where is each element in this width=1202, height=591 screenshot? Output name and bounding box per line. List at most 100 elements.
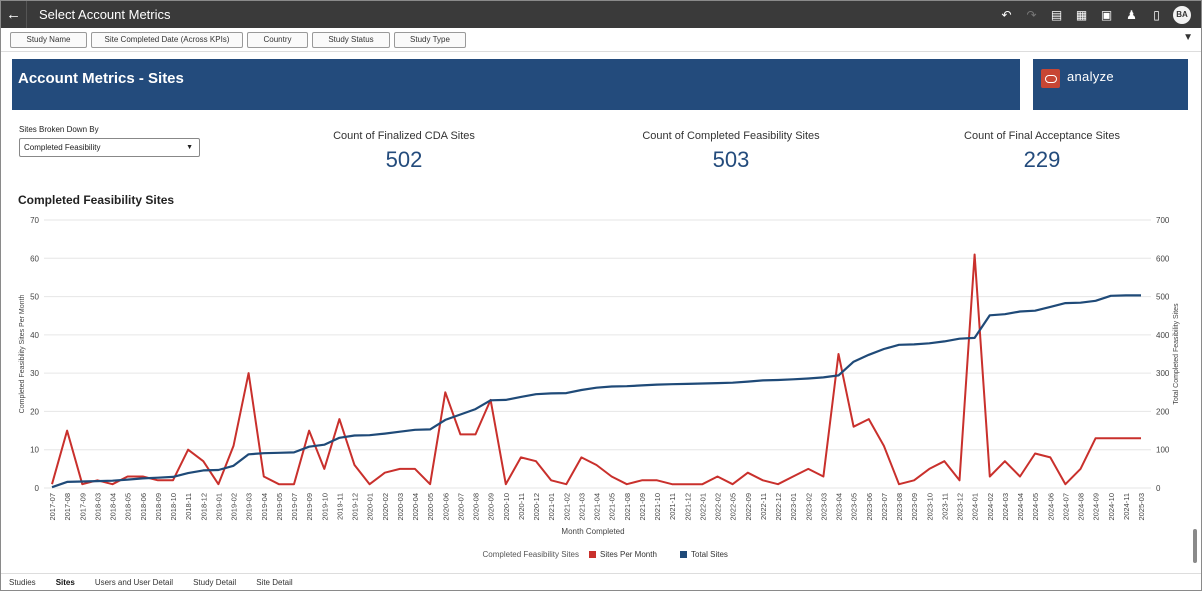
- filter-study-name[interactable]: Study Name: [10, 31, 87, 48]
- y2-tick-label: 200: [1156, 407, 1170, 416]
- x-tick-label: 2024-08: [1077, 493, 1086, 521]
- tab-sites[interactable]: Sites: [55, 578, 75, 587]
- x-tick-label: 2020-07: [456, 493, 465, 521]
- share-user-icon[interactable]: ♟: [1126, 7, 1137, 22]
- tab-users-and-user-detail[interactable]: Users and User Detail: [94, 578, 174, 587]
- x-tick-label: 2019-11: [335, 493, 344, 520]
- x-tick-label: 2017-07: [48, 493, 57, 521]
- x-tick-label: 2023-05: [850, 493, 859, 521]
- bookmark-icon[interactable]: ▯: [1153, 7, 1160, 22]
- x-tick-label: 2024-06: [1046, 493, 1055, 521]
- x-tick-label: 2025-03: [1137, 493, 1146, 521]
- kpi-finalized-cda: Count of Finalized CDA Sites 502: [304, 130, 504, 173]
- chart-title: Completed Feasibility Sites: [18, 193, 175, 207]
- x-tick-label: 2023-08: [895, 493, 904, 521]
- x-tick-label: 2023-04: [835, 493, 844, 521]
- x-tick-label: 2018-04: [109, 493, 118, 521]
- y-tick-label: 20: [30, 407, 39, 416]
- x-tick-label: 2022-09: [744, 493, 753, 521]
- comment-icon[interactable]: ▦: [1075, 7, 1088, 22]
- x-tick-label: 2018-05: [124, 493, 133, 521]
- x-tick-label: 2018-09: [154, 493, 163, 521]
- x-tick-label: 2020-09: [487, 493, 496, 521]
- x-tick-label: 2019-03: [245, 493, 254, 521]
- data-icon[interactable]: ▤: [1050, 7, 1063, 22]
- x-tick-label: 2021-04: [593, 493, 602, 521]
- breakdown-select[interactable]: Completed Feasibility ▼: [19, 138, 200, 157]
- x-tick-label: 2023-06: [865, 493, 874, 521]
- kpi-value: 502: [385, 147, 423, 172]
- x-tick-label: 2017-08: [63, 493, 72, 521]
- tab-site-detail[interactable]: Site Detail: [256, 578, 293, 587]
- app-header: ← Select Account Metrics ↶ ↷ ▤ ▦ ▣ ♟ ▯ B…: [1, 1, 1201, 28]
- x-tick-label: 2024-09: [1092, 493, 1101, 521]
- back-arrow-icon[interactable]: ←: [1, 1, 27, 28]
- x-tick-label: 2024-01: [971, 493, 980, 521]
- filter-site-completed-date[interactable]: Site Completed Date (Across KPIs): [91, 31, 243, 48]
- x-tick-label: 2024-11: [1122, 493, 1131, 520]
- x-tick-label: 2024-07: [1061, 493, 1070, 521]
- redo-icon[interactable]: ↷: [1026, 7, 1037, 22]
- x-tick-label: 2024-03: [1001, 493, 1010, 521]
- x-tick-label: 2023-12: [956, 493, 965, 521]
- analyze-panel[interactable]: analyze: [1033, 59, 1188, 110]
- filter-study-type[interactable]: Study Type: [394, 31, 466, 48]
- x-tick-label: 2020-01: [366, 493, 375, 521]
- x-tick-label: 2020-11: [517, 493, 526, 520]
- x-tick-label: 2019-07: [290, 493, 299, 521]
- x-tick-label: 2021-11: [668, 493, 677, 520]
- present-icon[interactable]: ▣: [1100, 7, 1113, 22]
- filter-toggle-icon[interactable]: ▼: [1183, 32, 1193, 43]
- x-tick-label: 2019-10: [320, 493, 329, 521]
- series-line-total-sites: [51, 294, 1141, 489]
- x-tick-label: 2023-10: [925, 493, 934, 521]
- x-tick-label: 2021-01: [547, 493, 556, 521]
- chevron-down-icon: ▼: [186, 144, 193, 151]
- kpi-label: Count of Finalized CDA Sites: [333, 130, 475, 142]
- x-tick-label: 2018-03: [93, 493, 102, 521]
- avatar[interactable]: BA: [1173, 5, 1191, 24]
- kpi-label: Count of Completed Feasibility Sites: [642, 130, 820, 142]
- dashboard-banner: Account Metrics - Sites: [12, 59, 1020, 110]
- x-tick-label: 2020-03: [396, 493, 405, 521]
- scrollbar[interactable]: [1193, 529, 1197, 563]
- x-tick-label: 2024-04: [1016, 493, 1025, 521]
- x-tick-label: 2024-05: [1031, 493, 1040, 521]
- x-tick-label: 2021-05: [608, 493, 617, 521]
- filter-study-status[interactable]: Study Status: [312, 31, 390, 48]
- x-tick-label: 2020-12: [532, 493, 541, 521]
- y-tick-label: 70: [30, 216, 39, 225]
- legend-swatch: [589, 551, 596, 558]
- kpi-value: 503: [712, 147, 750, 172]
- x-tick-label: 2021-02: [562, 493, 571, 521]
- series-line-sites-per-month: [51, 253, 1141, 486]
- x-tick-label: 2020-04: [411, 493, 420, 521]
- y2-tick-label: 100: [1156, 446, 1170, 455]
- tab-studies[interactable]: Studies: [9, 578, 36, 587]
- x-tick-label: 2019-12: [351, 493, 360, 521]
- undo-icon[interactable]: ↶: [1001, 7, 1012, 22]
- tab-study-detail[interactable]: Study Detail: [193, 578, 237, 587]
- y2-tick-label: 300: [1156, 369, 1170, 378]
- header-actions: ↶ ↷ ▤ ▦ ▣ ♟ ▯ BA: [994, 1, 1191, 28]
- legend-label: Sites Per Month: [600, 550, 657, 559]
- legend-title: Completed Feasibility Sites: [483, 550, 579, 559]
- x-tick-label: 2020-10: [502, 493, 511, 521]
- x-tick-label: 2023-02: [804, 493, 813, 521]
- x-tick-label: 2023-11: [940, 493, 949, 520]
- x-tick-label: 2019-09: [305, 493, 314, 521]
- breakdown-label: Sites Broken Down By: [19, 125, 99, 134]
- x-tick-label: 2023-03: [819, 493, 828, 521]
- legend-label: Total Sites: [691, 550, 728, 559]
- x-tick-label: 2019-05: [275, 493, 284, 521]
- legend-swatch: [680, 551, 687, 558]
- y-tick-label: 0: [35, 484, 40, 493]
- y-tick-label: 60: [30, 254, 39, 263]
- x-tick-label: 2021-09: [638, 493, 647, 521]
- filter-country[interactable]: Country: [247, 31, 308, 48]
- y-axis-title: Completed Feasibility Sites Per Month: [19, 295, 26, 414]
- x-tick-label: 2017-09: [78, 493, 87, 521]
- y-tick-label: 50: [30, 293, 39, 302]
- x-tick-label: 2020-06: [441, 493, 450, 521]
- x-tick-label: 2021-12: [683, 493, 692, 521]
